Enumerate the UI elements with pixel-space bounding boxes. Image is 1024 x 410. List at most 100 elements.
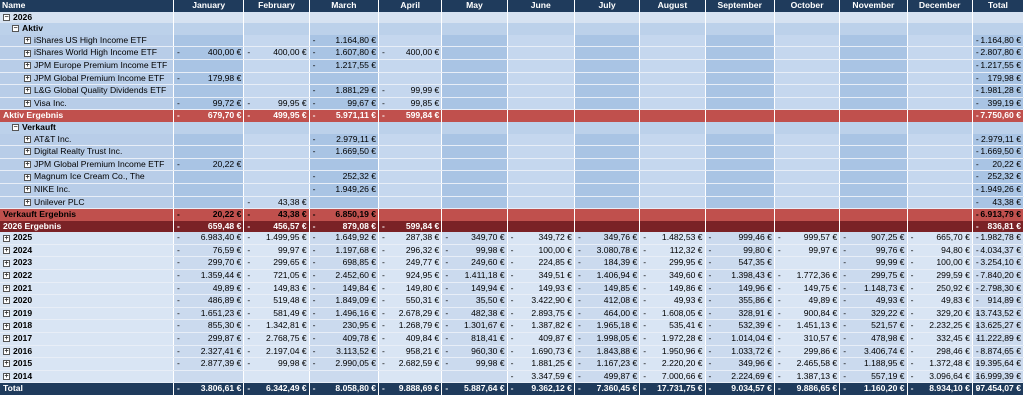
year-row[interactable]: +2023-299,70 € -299,65 € -698,85 € -249,77 … [0, 256, 1024, 271]
expand-icon[interactable]: + [24, 62, 31, 70]
row-label-cell[interactable]: + JPM Global Premium Income ETF [0, 158, 174, 172]
year-row[interactable]: +2024-76,59 € -99,97 € -1.197,68 € -296,32 … [0, 244, 1024, 258]
row-label-cell[interactable]: +2024 [0, 244, 174, 258]
sec-row[interactable]: − Aktiv [0, 23, 1024, 35]
expand-icon[interactable]: + [24, 99, 31, 107]
expand-icon[interactable]: + [24, 74, 31, 82]
year-row[interactable]: −2026 [0, 11, 1024, 24]
row-label-cell[interactable]: +2023 [0, 256, 174, 271]
expand-icon[interactable]: + [24, 49, 31, 57]
table-row[interactable]: + L&G Global Quality Dividends ETF -1.881,… [0, 84, 1024, 98]
year-row[interactable]: +2017-299,87 € -2.768,75 € -409,78 € -409,8… [0, 332, 1024, 346]
header-month[interactable]: May [441, 0, 508, 12]
row-label-cell[interactable]: Aktiv Ergebnis [0, 109, 174, 122]
header-month[interactable]: October [774, 0, 841, 12]
row-label-cell[interactable]: + NIKE Inc. [0, 183, 174, 197]
row-label-cell[interactable]: +2016 [0, 345, 174, 359]
row-label-cell[interactable]: +2014 [0, 370, 174, 384]
table-row[interactable]: + JPM Europe Premium Income ETF -1.217,55 … [0, 59, 1024, 73]
table-row[interactable]: + Unilever PLC - 43,38 € - 43,38 € [0, 196, 1024, 210]
year-row[interactable]: +2022-1.359,44 € -721,05 € -2.452,60 € -924… [0, 269, 1024, 283]
collapse-icon[interactable]: − [12, 124, 19, 132]
row-label-cell[interactable]: −2026 [0, 11, 174, 24]
year-row[interactable]: +2015-2.877,39 € -99,98 € -2.990,05 € -2.68… [0, 357, 1024, 371]
header-month[interactable]: February [243, 0, 310, 12]
year-row[interactable]: +2014-3.347,59 € -499,87 € -7.000,66 € -2.2… [0, 370, 1024, 384]
sec-row[interactable]: − Verkauft [0, 121, 1024, 134]
row-label-cell[interactable]: +2015 [0, 357, 174, 371]
expand-icon[interactable]: + [3, 347, 10, 355]
expand-icon[interactable]: + [3, 272, 10, 280]
year-row[interactable]: +2016-2.327,41 € -2.197,04 € -3.113,52 € -9… [0, 345, 1024, 359]
expand-icon[interactable]: + [3, 247, 10, 255]
row-label-cell[interactable]: +2019 [0, 307, 174, 321]
row-label-cell[interactable]: − Verkauft [0, 121, 174, 134]
collapse-icon[interactable]: − [3, 13, 10, 21]
expand-icon[interactable]: + [24, 186, 31, 194]
row-label-cell[interactable]: + Visa Inc. [0, 97, 174, 111]
table-row[interactable]: + JPM Global Premium Income ETF -179,98 € -… [0, 72, 1024, 86]
expand-icon[interactable]: + [3, 310, 10, 318]
row-label-cell[interactable]: + JPM Europe Premium Income ETF [0, 59, 174, 73]
expand-icon[interactable]: + [3, 284, 10, 292]
grand-row[interactable]: Total -3.806,61 € -6.342,49 € -8.058,80 € -9… [0, 382, 1024, 395]
header-month[interactable]: January [173, 0, 245, 12]
row-label-cell[interactable]: Verkauft Ergebnis [0, 208, 174, 221]
row-label-cell[interactable]: + Magnum Ice Cream Co., The [0, 170, 174, 184]
year-row[interactable]: +2025-6.983,40 € -1.499,95 € -1.649,92 € -2… [0, 232, 1024, 245]
table-row[interactable]: + NIKE Inc. -1.949,26 € -1.949,26 € [0, 183, 1024, 197]
expand-icon[interactable]: + [24, 87, 31, 95]
expand-icon[interactable]: + [24, 198, 31, 206]
header-month[interactable]: March [309, 0, 380, 12]
row-label-cell[interactable]: +2025 [0, 232, 174, 245]
table-row[interactable]: + AT&T Inc. -2.979,11 € -2.979,11 € [0, 133, 1024, 147]
header-name[interactable]: Name [0, 0, 174, 12]
row-label-cell[interactable]: 2026 Ergebnis [0, 220, 174, 233]
year-row[interactable]: +2021-49,89 € -149,83 € -149,84 € -149,80 €… [0, 282, 1024, 296]
table-row[interactable]: + iShares US High Income ETF -1.164,80 € -1… [0, 34, 1024, 48]
year-row[interactable]: +2018-855,30 € -1.342,81 € -230,95 € -1.268… [0, 319, 1024, 334]
expand-icon[interactable]: + [24, 160, 31, 168]
year-row[interactable]: +2019-1.651,23 € -581,49 € -1.496,16 € -2.6… [0, 307, 1024, 321]
expand-icon[interactable]: + [3, 322, 10, 330]
row-label-cell[interactable]: + iShares US High Income ETF [0, 34, 174, 48]
expand-icon[interactable]: + [3, 360, 10, 368]
header-month[interactable]: July [574, 0, 641, 12]
row-label-cell[interactable]: Total [0, 382, 174, 395]
table-row[interactable]: + Magnum Ice Cream Co., The -252,32 € -252,… [0, 170, 1024, 184]
expand-icon[interactable]: + [3, 297, 10, 305]
header-month[interactable]: September [705, 0, 775, 12]
header-month[interactable]: April [378, 0, 443, 12]
table-row[interactable]: + JPM Global Premium Income ETF -20,22 € -2… [0, 158, 1024, 172]
header-month[interactable]: December [907, 0, 973, 12]
row-label-cell[interactable]: +2017 [0, 332, 174, 346]
row-label-cell[interactable]: +2020 [0, 294, 174, 308]
row-label-cell[interactable]: +2018 [0, 319, 174, 334]
header-month[interactable]: June [507, 0, 575, 12]
expand-icon[interactable]: + [3, 259, 10, 267]
table-row[interactable]: + Digital Realty Trust Inc. -1.669,50 € -1.… [0, 145, 1024, 159]
sub-row[interactable]: Aktiv Ergebnis -679,70 € -499,95 € -5.971,1… [0, 109, 1024, 122]
row-label-cell[interactable]: +2021 [0, 282, 174, 296]
expand-icon[interactable]: + [24, 135, 31, 143]
row-label-cell[interactable]: + JPM Global Premium Income ETF [0, 72, 174, 86]
sub2-row[interactable]: Verkauft Ergebnis -20,22 € -43,38 € -6.850,… [0, 208, 1024, 221]
row-label-cell[interactable]: + Digital Realty Trust Inc. [0, 145, 174, 159]
row-label-cell[interactable]: − Aktiv [0, 23, 174, 35]
header-total[interactable]: Total [972, 0, 1024, 12]
expand-icon[interactable]: + [24, 37, 31, 45]
row-label-cell[interactable]: + AT&T Inc. [0, 133, 174, 147]
table-row[interactable]: + Visa Inc. -99,72 € -99,95 € -99,67 € -99,85… [0, 97, 1024, 111]
expand-icon[interactable]: + [3, 373, 10, 381]
header-month[interactable]: August [639, 0, 706, 12]
row-label-cell[interactable]: +2022 [0, 269, 174, 283]
expand-icon[interactable]: + [3, 335, 10, 343]
row-label-cell[interactable]: + Unilever PLC [0, 196, 174, 210]
collapse-icon[interactable]: − [12, 25, 19, 33]
expand-icon[interactable]: + [24, 173, 31, 181]
tot26-row[interactable]: 2026 Ergebnis -659,48 € -456,57 € -879,08 €… [0, 220, 1024, 233]
table-row[interactable]: + iShares World High Income ETF -400,00 € -… [0, 46, 1024, 60]
year-row[interactable]: +2020-486,89 € -519,48 € -1.849,09 € -550,3… [0, 294, 1024, 308]
expand-icon[interactable]: + [3, 234, 10, 242]
row-label-cell[interactable]: + L&G Global Quality Dividends ETF [0, 84, 174, 98]
